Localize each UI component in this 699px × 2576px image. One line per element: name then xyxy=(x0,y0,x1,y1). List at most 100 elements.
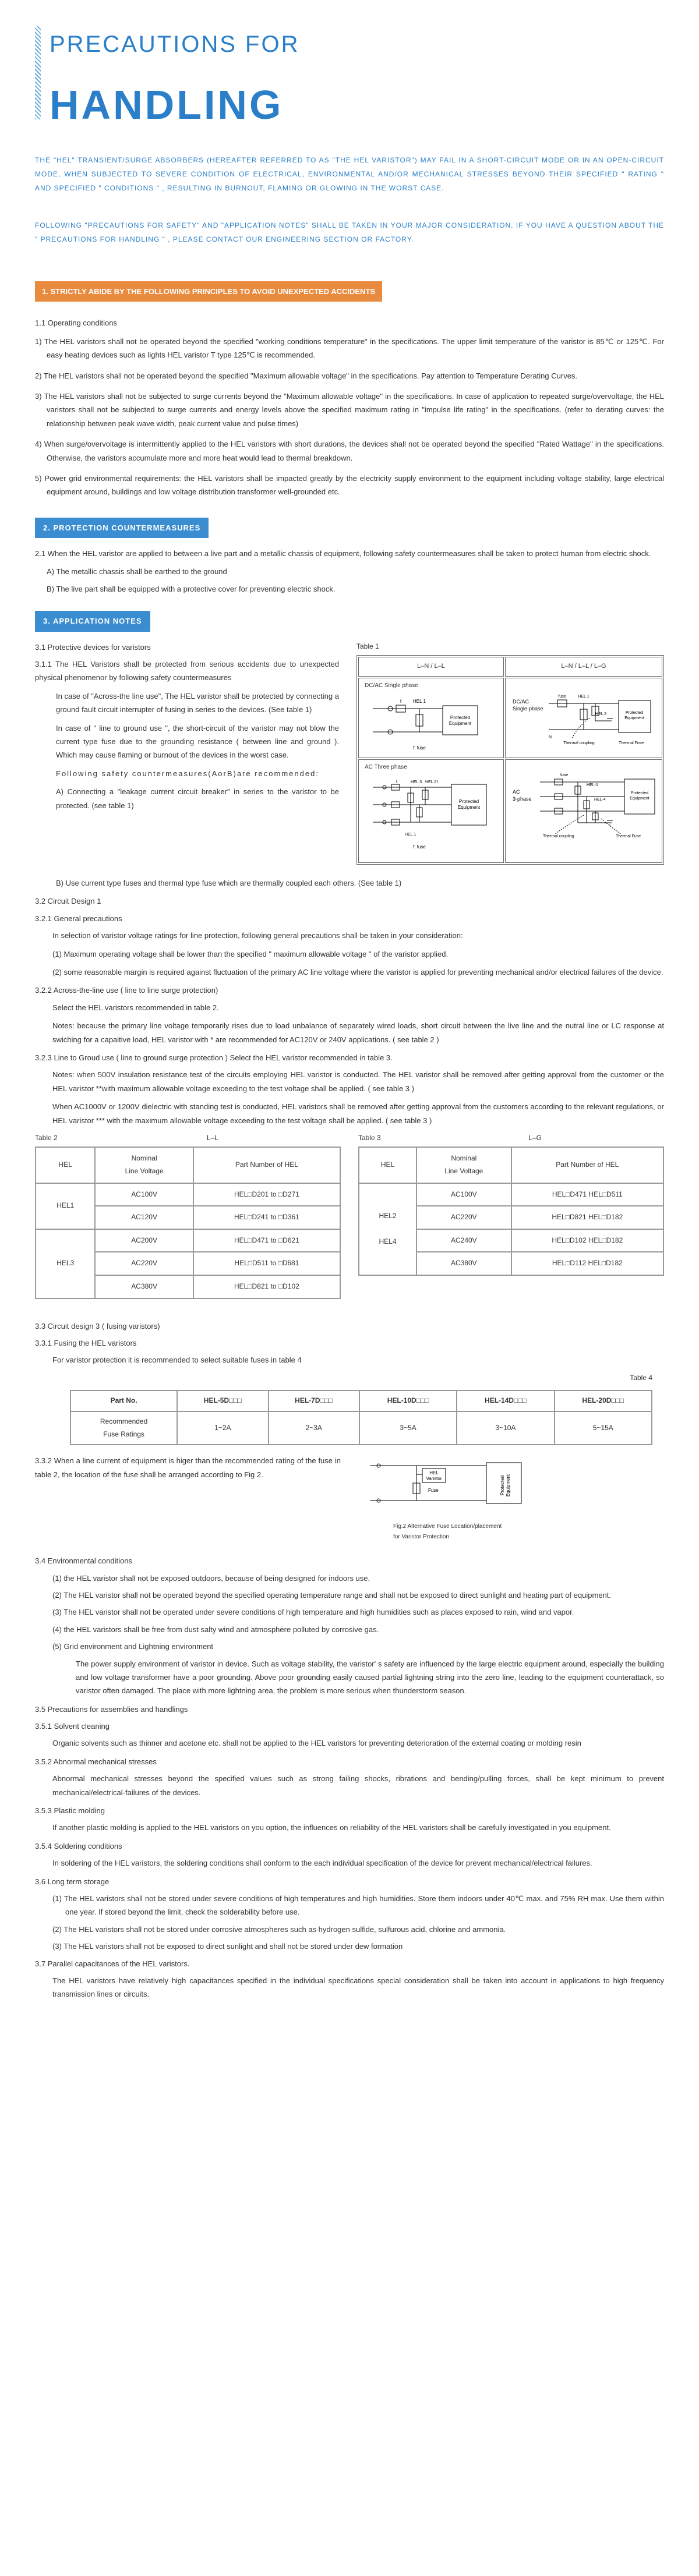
svg-text:Equipment: Equipment xyxy=(630,797,649,801)
s1-h11: 1.1 Operating conditions xyxy=(35,316,664,330)
s2-a: A) The metallic chassis shall be earthed… xyxy=(47,565,664,578)
t4-h2: HEL-7D□□□ xyxy=(269,1390,359,1411)
t2-title: L–L xyxy=(207,1132,218,1145)
svg-text:HEL-4: HEL-4 xyxy=(594,798,606,802)
s3-p311d: Following safety countermeasures(AorB)ar… xyxy=(56,767,339,780)
section2-bar: 2. PROTECTION COUNTERMEASURES xyxy=(35,518,209,538)
svg-text:Thermal coupling: Thermal coupling xyxy=(563,741,595,745)
s3-e3: (3) The HEL varistor shall not be operat… xyxy=(52,1605,664,1619)
t3-h0: HEL xyxy=(359,1147,416,1183)
s3-e5: (5) Grid environment and Lightning envir… xyxy=(52,1640,664,1653)
t3-helcol: HEL2HEL4 xyxy=(359,1183,416,1275)
s3-p311f: B) Use current type fuses and thermal ty… xyxy=(56,876,664,890)
s3-p321a: In selection of varistor voltage ratings… xyxy=(52,929,664,942)
svg-text:Thermal coupling: Thermal coupling xyxy=(543,834,574,838)
t2-label: Table 2 xyxy=(35,1132,58,1145)
s3-p37: The HEL varistors have relatively high c… xyxy=(52,1974,664,2001)
t2-r4c1: AC380V xyxy=(95,1275,193,1298)
s1-i4: 4) When surge/overvoltage is intermitten… xyxy=(35,437,664,465)
s3-h323: 3.2.3 Line to Groud use ( line to ground… xyxy=(35,1051,664,1064)
s3-lt2: (2) The HEL varistors shall not be store… xyxy=(52,1923,664,1936)
t2-r2c2: HEL□D471 to □D621 xyxy=(193,1229,340,1252)
s3-h332: 3.3.2 When a line current of equipment i… xyxy=(35,1454,341,1481)
s1-i2: 2) The HEL varistors shall not be operat… xyxy=(35,369,664,383)
svg-text:Protected: Protected xyxy=(500,1475,505,1495)
s3-e2: (2) The HEL varistor shall not be operat… xyxy=(52,1588,664,1602)
t4-r3: 3~5A xyxy=(359,1411,457,1445)
svg-text:HEL 1: HEL 1 xyxy=(578,695,589,699)
s3-h31: 3.1 Protective devices for varistors xyxy=(35,641,339,654)
svg-text:Thermal Fuse: Thermal Fuse xyxy=(616,834,641,838)
diagram-dcac-single-lg: DC/AC Single-phase fuse HEL 1 HEL 2 xyxy=(508,686,659,750)
s3-e4: (4) the HEL varistors shall be free from… xyxy=(52,1623,664,1636)
s3-p353: If another plastic molding is applied to… xyxy=(52,1821,664,1834)
t4-r0: Recommended Fuse Ratings xyxy=(70,1411,177,1445)
t3-r3c1: AC380V xyxy=(416,1252,511,1275)
s3-p311b: In case of "Across-the line use", The HE… xyxy=(56,689,339,717)
s3-h34: 3.4 Environmental conditions xyxy=(35,1554,664,1567)
svg-text:AC: AC xyxy=(513,789,520,795)
t3-r2c2: HEL□D102 HEL□D182 xyxy=(511,1229,663,1252)
svg-text:Protected: Protected xyxy=(450,715,470,720)
t3-r0c1: AC100V xyxy=(416,1183,511,1206)
s3-h353: 3.5.3 Plastic molding xyxy=(35,1804,664,1817)
t4-h4: HEL-14D□□□ xyxy=(457,1390,554,1411)
t3-title: L–G xyxy=(528,1132,542,1145)
intro-para2: FOLLOWING "PRECAUTIONS FOR SAFETY" AND "… xyxy=(35,218,664,246)
s3-h331: 3.3.1 Fusing the HEL varistors xyxy=(35,1336,664,1350)
s3-p311c: In case of " line to ground use ", the s… xyxy=(56,721,339,762)
s3-p322b: Notes: because the primary line voltage … xyxy=(52,1019,664,1046)
t4-r2: 2~3A xyxy=(269,1411,359,1445)
svg-text:Protected: Protected xyxy=(626,711,643,715)
t2-r3c2: HEL□D511 to □D681 xyxy=(193,1252,340,1275)
s3-p321b: (1) Maximum operating voltage shall be l… xyxy=(52,947,664,961)
svg-text:HEL 1: HEL 1 xyxy=(413,699,426,704)
t3-h2: Part Number of HEL xyxy=(511,1147,663,1183)
t1-h2: L–N / L–L / L–G xyxy=(505,657,662,677)
s3-h354: 3.5.4 Soldering conditions xyxy=(35,1839,664,1853)
s3-p351: Organic solvents such as thinner and ace… xyxy=(52,1736,664,1750)
s3-e1: (1) the HEL varistor shall not be expose… xyxy=(52,1572,664,1585)
t2-r3c1: AC220V xyxy=(95,1252,193,1275)
s3-p321c: (2) some reasonable margin is required a… xyxy=(52,965,664,979)
svg-text:f: fuse: f: fuse xyxy=(413,844,426,850)
s3-p323b: When AC1000V or 1200V dielectric with st… xyxy=(52,1100,664,1127)
s1-i3: 3) The HEL varistors shall not be subjec… xyxy=(35,390,664,430)
section1-bar: 1. STRICTLY ABIDE BY THE FOLLOWING PRINC… xyxy=(35,281,382,302)
table3: HEL Nominal Line Voltage Part Number of … xyxy=(358,1147,664,1276)
svg-text:Equipment: Equipment xyxy=(506,1474,511,1496)
t1-h1: L–N / L–L xyxy=(358,657,504,677)
s2-p21: 2.1 When the HEL varistor are applied to… xyxy=(35,547,664,560)
section3-bar: 3. APPLICATION NOTES xyxy=(35,611,150,631)
t2-r0c0: HEL1 xyxy=(36,1183,95,1229)
t2-r1c1: AC120V xyxy=(95,1206,193,1229)
header-main: HANDLING xyxy=(35,68,664,141)
svg-text:Equipment: Equipment xyxy=(624,716,644,720)
svg-text:Protected: Protected xyxy=(631,791,648,795)
svg-text:f: f xyxy=(400,699,402,704)
s3-h352: 3.5.2 Abnormal mechanical stresses xyxy=(35,1755,664,1768)
svg-text:f: f xyxy=(396,780,397,784)
s3-e5a: The power supply environment of varistor… xyxy=(76,1657,664,1698)
s3-p323a: Notes: when 500V insulation resistance t… xyxy=(52,1068,664,1095)
svg-text:Single-phase: Single-phase xyxy=(513,706,543,712)
t2-r2c1: AC200V xyxy=(95,1229,193,1252)
fig2-caption: Fig.2 Alternative Fuse Location/placemen… xyxy=(393,1521,664,1542)
t1-r1b: DC/AC Single-phase fuse HEL 1 HEL 2 xyxy=(505,678,662,758)
diagram-dcac-single-ll: f HEL 1 Protected Equipment f: fuse xyxy=(361,691,501,755)
t4-label: Table 4 xyxy=(70,1372,652,1385)
s1-i5: 5) Power grid environmental requirements… xyxy=(35,472,664,499)
svg-text:3-phase: 3-phase xyxy=(513,796,532,802)
s3-h35: 3.5 Precautions for assemblies and handl… xyxy=(35,1703,664,1716)
svg-text:Thermal Fuse: Thermal Fuse xyxy=(619,741,644,745)
t2-h1: Nominal Line Voltage xyxy=(95,1147,193,1183)
s3-lt1: (1) The HEL varistors shall not be store… xyxy=(52,1892,664,1919)
t3-r3c2: HEL□D112 HEL□D182 xyxy=(511,1252,663,1275)
t2-r1c2: HEL□D241 to □D361 xyxy=(193,1206,340,1229)
t3-r2c1: AC240V xyxy=(416,1229,511,1252)
svg-text:Protected: Protected xyxy=(459,799,479,804)
table1: L–N / L–L L–N / L–L / L–G DC/AC Single p… xyxy=(356,655,664,865)
s1-i1: 1) The HEL varistors shall not be operat… xyxy=(35,335,664,362)
s3-h36: 3.6 Long term storage xyxy=(35,1875,664,1888)
s3-p311a: 3.1.1 The HEL Varistors shall be protect… xyxy=(35,657,339,685)
